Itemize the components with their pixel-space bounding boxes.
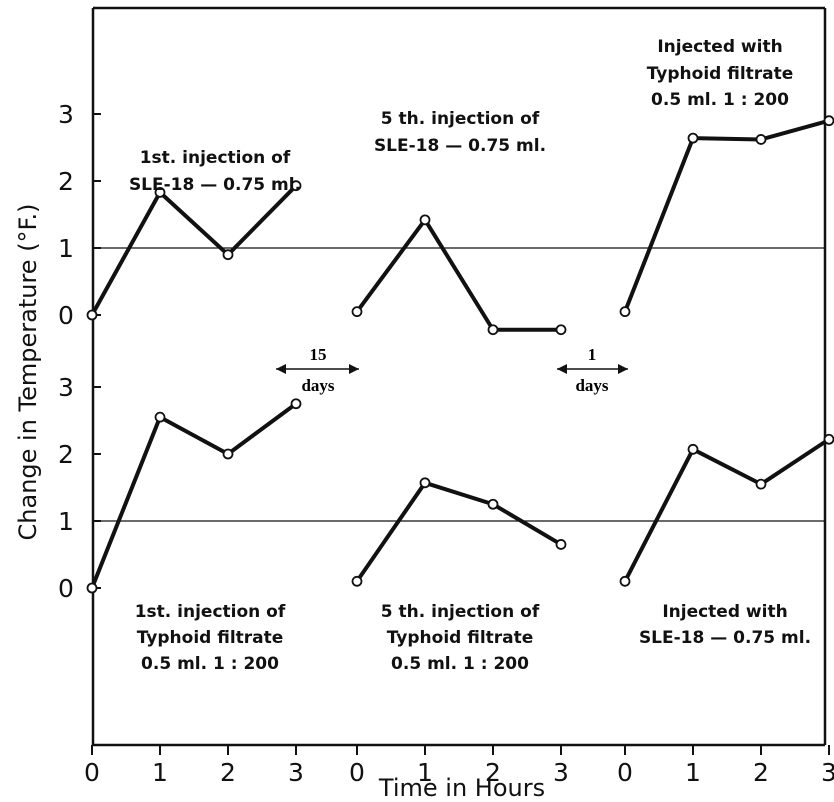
data-point-top-1-0 <box>351 306 363 318</box>
annotation-bottom-2-0: Injected with <box>662 602 787 622</box>
data-point-top-1-1 <box>419 214 431 226</box>
data-point-top-1-3 <box>555 324 567 336</box>
x-tick-label-11: 3 <box>821 758 834 787</box>
annotation-bottom-0-1: Typhoid filtrate <box>137 628 284 648</box>
y-axis-label: Change in Temperature (°F.) <box>14 204 42 541</box>
annotation-top-2-1: Typhoid filtrate <box>647 64 794 84</box>
series-line-bottom-0 <box>90 402 298 589</box>
annotation-top-0-1: SLE-18 — 0.75 ml. <box>129 175 301 195</box>
x-tick-label-10: 2 <box>753 758 769 787</box>
interval-arrowhead-right-0 <box>349 364 359 374</box>
interval-unit-0: days <box>301 376 334 395</box>
y-tick-label-top-0: 0 <box>58 301 74 330</box>
interval-arrowhead-right-1 <box>618 364 628 374</box>
y-tick-label-bottom-3: 3 <box>58 373 74 402</box>
x-tick-label-4: 0 <box>349 758 365 787</box>
annotation-bottom-0-0: 1st. injection of <box>135 602 286 622</box>
data-point-bottom-1-1 <box>419 477 431 489</box>
data-point-top-0-3 <box>290 180 302 192</box>
interval-number-0: 15 <box>310 345 327 364</box>
series-line-bottom-1 <box>355 480 563 583</box>
x-tick-label-9: 1 <box>685 758 701 787</box>
annotation-bottom-1-1: Typhoid filtrate <box>387 628 534 648</box>
interval-arrowhead-left-0 <box>276 364 286 374</box>
x-tick-label-3: 3 <box>288 758 304 787</box>
annotation-bottom-2-1: SLE-18 — 0.75 ml. <box>639 628 811 648</box>
data-point-bottom-0-1 <box>154 411 166 423</box>
annotation-top-1-0: 5 th. injection of <box>381 109 540 129</box>
x-tick-label-7: 3 <box>553 758 569 787</box>
annotation-bottom-1-2: 0.5 ml. 1 : 200 <box>391 654 529 674</box>
data-point-bottom-2-2 <box>755 478 767 490</box>
x-tick-label-5: 1 <box>417 758 433 787</box>
series-line-bottom-2 <box>623 437 831 583</box>
annotation-bottom-0-2: 0.5 ml. 1 : 200 <box>141 654 279 674</box>
x-tick-label-8: 0 <box>617 758 633 787</box>
data-point-bottom-2-1 <box>687 443 699 455</box>
y-tick-label-bottom-1: 1 <box>58 507 74 536</box>
x-tick-label-0: 0 <box>84 758 100 787</box>
annotation-top-0-0: 1st. injection of <box>140 148 291 168</box>
data-point-bottom-1-3 <box>555 539 567 550</box>
data-point-bottom-2-3 <box>823 433 834 445</box>
data-point-top-2-3 <box>823 115 834 127</box>
y-tick-label-bottom-2: 2 <box>58 440 74 469</box>
annotation-top-2-0: Injected with <box>657 37 782 57</box>
data-point-top-2-2 <box>755 134 767 145</box>
interval-unit-1: days <box>575 376 608 395</box>
data-point-top-0-2 <box>222 249 234 261</box>
data-point-bottom-1-2 <box>487 498 499 510</box>
data-point-bottom-0-0 <box>86 582 98 594</box>
y-tick-label-top-3: 3 <box>58 100 74 129</box>
data-point-top-0-0 <box>86 309 98 321</box>
x-tick-label-2: 2 <box>220 758 236 787</box>
annotation-top-2-2: 0.5 ml. 1 : 200 <box>651 90 789 110</box>
y-tick-label-top-2: 2 <box>58 167 74 196</box>
interval-number-1: 1 <box>588 345 597 364</box>
y-tick-label-top-1: 1 <box>58 234 74 263</box>
data-point-top-0-1 <box>154 186 166 198</box>
y-tick-label-bottom-0: 0 <box>58 574 74 603</box>
data-point-bottom-2-0 <box>619 575 631 587</box>
series-line-top-0 <box>90 184 298 316</box>
data-point-bottom-0-2 <box>222 448 234 460</box>
annotation-bottom-1-0: 5 th. injection of <box>381 602 540 622</box>
series-line-top-2 <box>623 118 830 313</box>
annotation-top-1-1: SLE-18 — 0.75 ml. <box>374 136 546 156</box>
data-point-bottom-0-3 <box>290 398 302 410</box>
x-axis-label: Time in Hours <box>378 774 545 802</box>
interval-arrowhead-left-1 <box>557 364 567 374</box>
x-tick-label-6: 2 <box>485 758 501 787</box>
data-point-top-2-0 <box>619 306 631 318</box>
x-tick-label-1: 1 <box>152 758 168 787</box>
data-point-top-2-1 <box>687 132 699 144</box>
data-point-bottom-1-0 <box>351 575 363 587</box>
data-point-top-1-2 <box>487 324 499 336</box>
series-line-top-1 <box>355 217 561 332</box>
